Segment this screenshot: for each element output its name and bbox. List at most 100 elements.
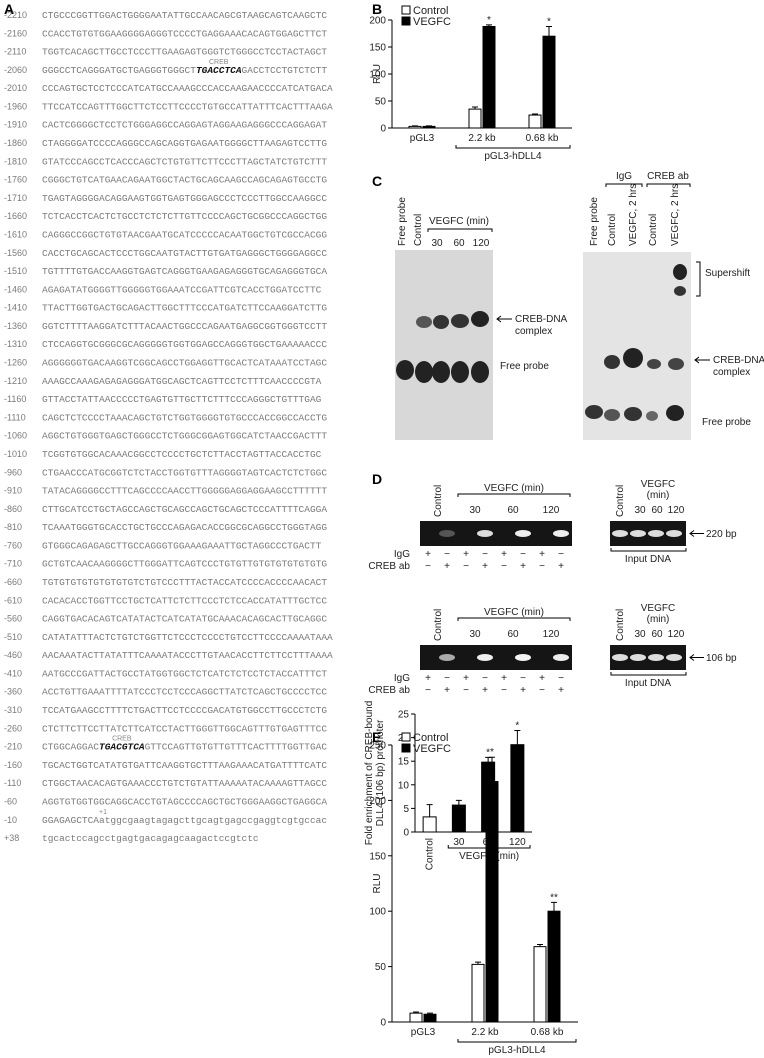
error-bar [489,756,495,782]
band-label: Free probe [702,417,751,428]
error-bar [472,106,478,110]
error-bar [426,125,432,127]
sign: + [425,673,431,684]
band-label: complex [515,326,552,337]
lane-label: Control [648,214,659,246]
input-label: Input DNA [625,554,671,565]
band-label: Free probe [500,361,549,372]
gel-c-left: Free probe Control 30 60 120 VEGFC (min)… [395,197,568,440]
panel-label: E [372,729,381,745]
band [648,530,664,537]
bar [482,25,496,129]
position: -910 [4,486,22,496]
bar [408,125,422,129]
sign: + [482,685,488,696]
sign: + [520,685,526,696]
x-axis-label: pGL3-hDLL4 [484,151,542,162]
y-tick-label: 250 [369,741,386,752]
sequence: AACAAATACTTATATTTCAAAATACCCTTGTAACACCTTC… [42,650,333,661]
lane-label: Control [615,485,626,517]
bar [485,781,499,1023]
y-tick-label: 0 [403,828,409,839]
sequence: TCCATGAAGCCTTTTCTGACTTCCTCCCCGACATGTGGCC… [42,705,327,716]
lane-label: VEGFC, 2 hrs [670,184,681,246]
sequence: AATGCCCGATTACTGCCTATGGTGGCTCTCATCTCTCCTC… [42,668,327,679]
position: -1810 [4,156,27,166]
lane-label: VEGFC, 2 hrs [628,184,639,246]
band [415,361,433,383]
position: -460 [4,650,22,660]
position: -560 [4,614,22,624]
sequence: AAAGCCAAAGAGAGAGGGATGGCAGCTCAGTTCCTCTTTC… [42,376,322,387]
sequence: CACACACCTGGTTCCTGCTCATTCTCTTCCCTCTCCACCA… [42,595,327,606]
error-bar [514,730,521,745]
x-axis-label: pGL3-hDLL4 [488,1045,546,1056]
lane-label: Control [413,214,424,246]
band [439,530,455,537]
sequence: TGCACTGGTCATATGTGATTCAAGGTGCTTTAAGAAACAT… [42,760,327,771]
position: -960 [4,467,22,477]
bar [451,804,466,833]
significance: * [486,747,490,758]
motif: TGACCTCA [196,65,242,76]
sign: + [501,673,507,684]
row-label: IgG [394,673,410,684]
position: -2110 [4,47,26,57]
group-label: VEGFC (min) [484,607,544,618]
sign: − [539,561,545,572]
significance: ** [550,892,558,903]
bar [422,125,436,129]
bar [528,114,542,129]
y-tick-label: 100 [369,907,386,918]
significance: * [547,16,551,27]
sequence-part: GGAGAGCTCA [42,815,99,826]
lane-label: 120 [668,629,685,640]
sequence: GTGGGCAGAGAGCTTGCCAGGGTGGAAAGAAATTGCTAGG… [42,540,322,551]
sign: − [501,561,507,572]
sign: − [444,673,450,684]
sign: + [558,561,564,572]
sign: + [425,549,431,560]
arrow [689,530,704,537]
position: -1060 [4,431,27,441]
band [515,530,531,537]
lane-label: 60 [453,238,465,249]
y-tick-label: 15 [398,757,410,768]
input-label: Input DNA [625,678,671,689]
sign: + [539,673,545,684]
position: -1010 [4,449,27,459]
sequence: TATACAGGGGCCTTTCAGCCCCAACCTTGGGGGAGGAGGA… [42,486,327,497]
band [604,355,620,369]
band [666,530,682,537]
lane-label: 60 [651,629,663,640]
band [553,654,569,661]
lane-label: 30 [469,629,481,640]
error-bar [426,804,433,817]
sequence: CCACCTGTGTGGAAGGGGAGGGTCCCCTGAGGAAACACAG… [42,28,327,39]
error-bar [455,799,462,806]
sign: + [539,549,545,560]
sequence: GGTCTTTTAAGGATCTTTACAACTGGCCCAGAATGAGGCG… [42,321,327,332]
sequence: CCCAGTGCTCCTCCCATCATGCCAAAGCCCACCAAGAACC… [42,83,333,94]
lane-label: 120 [543,505,560,516]
lane-label: 30 [469,505,481,516]
position: -2210 [4,10,27,20]
sequence: GGAGAGCTCAatggcgaagtagagcttgcagtgagccgag… [42,815,327,826]
tss-label: +1 [99,809,107,816]
position: -1710 [4,193,27,203]
position: -1960 [4,101,27,111]
sequence: ACCTGTTGAAATTTTATCCCTCCTCCCAGGCTTATCTCAG… [42,687,327,698]
lane-label: 30 [634,629,646,640]
legend-swatch [401,5,411,15]
sequence: CTGGCTAACACAGTGAAACCCTGTCTGTATTAAAAATACA… [42,778,327,789]
bracket [610,548,687,552]
error-bar [412,125,418,127]
sequence: CTGGCAGGACTGACGTCAGTTCCAGTTGTGTTGTTTCACT… [42,742,327,753]
sequence: TTCCATCCAGTTTGGCTTCTCCTTCCCCTGTGCCATTATT… [42,101,333,112]
band [604,409,620,421]
position: -660 [4,577,22,587]
position: -60 [4,796,17,806]
sign: − [425,685,431,696]
bar [533,946,547,1023]
